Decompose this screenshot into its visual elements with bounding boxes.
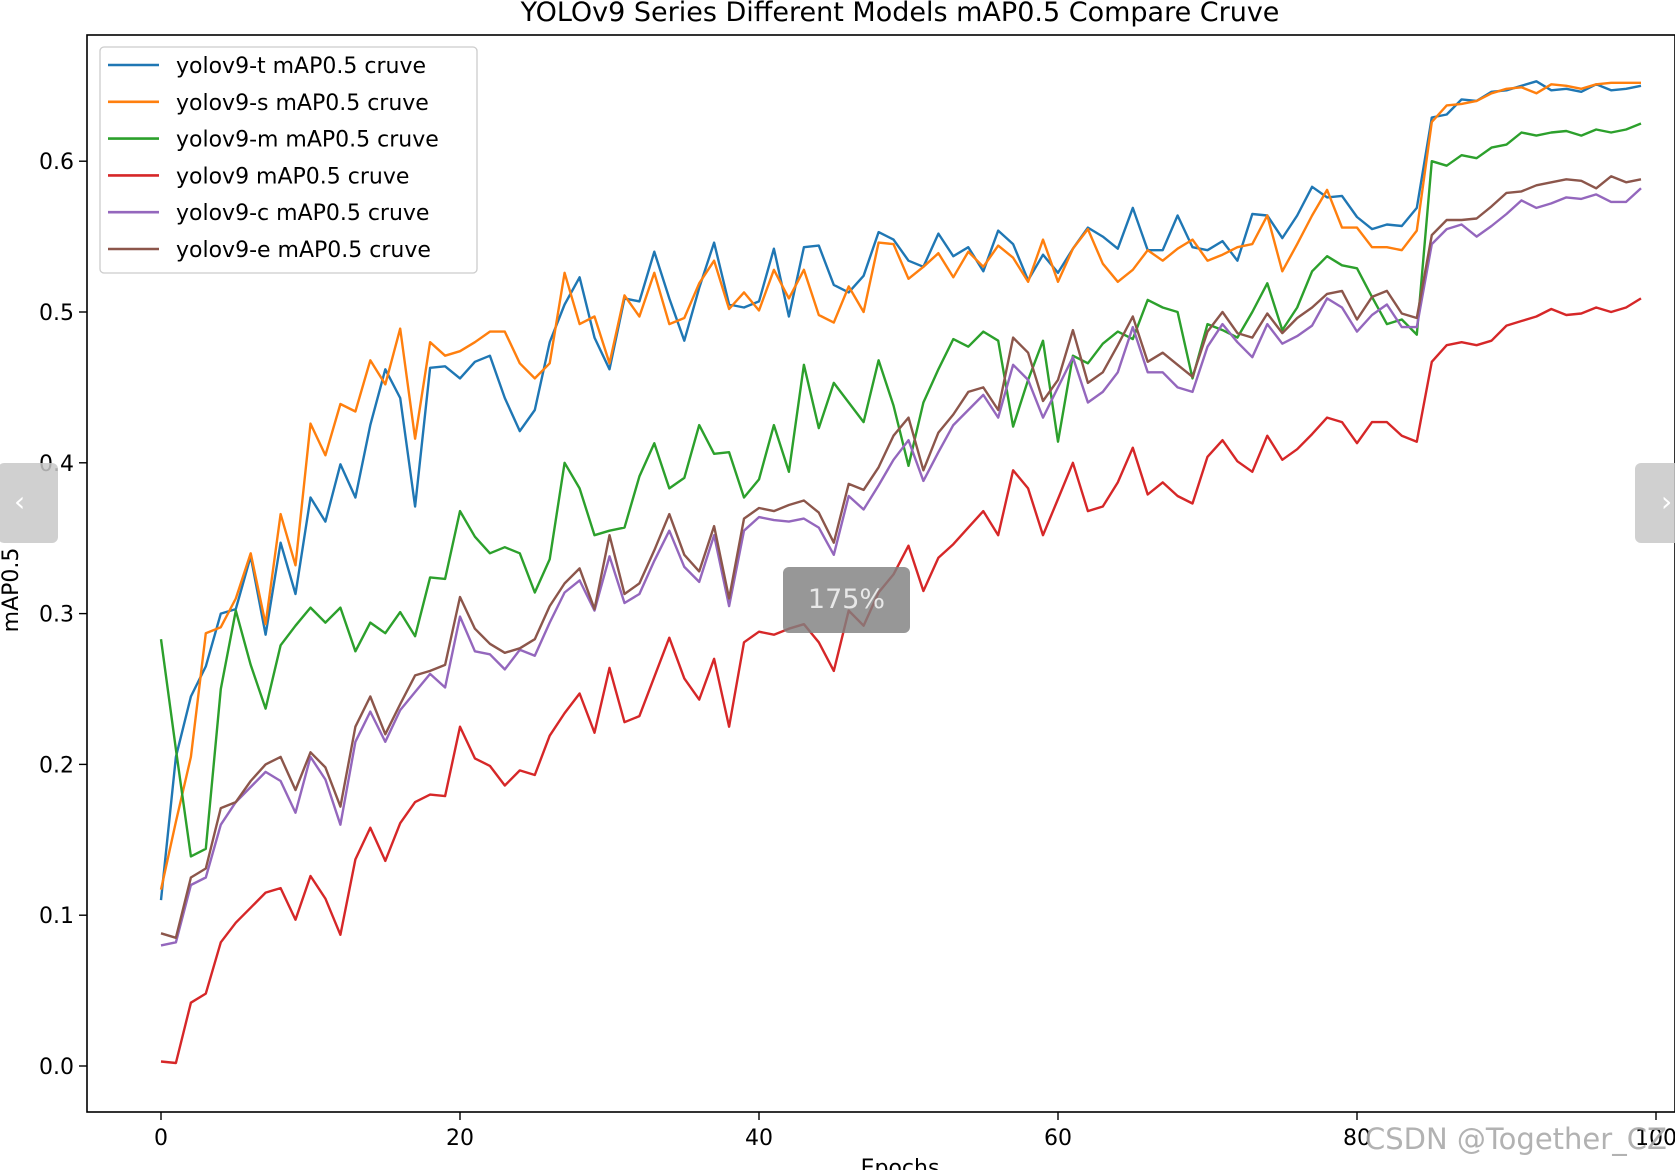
previous-image-button[interactable]: ‹: [0, 463, 58, 543]
next-image-button[interactable]: ›: [1635, 463, 1675, 543]
y-tick-label: 0.2: [39, 753, 74, 778]
y-axis: 0.00.10.20.30.40.50.6: [39, 150, 87, 1080]
x-tick-label: 60: [1044, 1126, 1072, 1151]
legend-label: yolov9-t mAP0.5 cruve: [176, 54, 426, 79]
chevron-right-icon: ›: [1661, 485, 1673, 518]
zoom-level-badge: 175%: [783, 567, 910, 633]
series-line-yolov9: [160, 297, 1642, 1065]
y-axis-label: mAP0.5: [0, 548, 24, 633]
legend-label: yolov9-s mAP0.5 cruve: [176, 91, 429, 116]
series-line-yolov9-m: [159, 122, 1642, 858]
y-tick-label: 0.5: [39, 301, 74, 326]
y-tick-label: 0.3: [39, 603, 74, 628]
legend-label: yolov9-e mAP0.5 cruve: [176, 238, 431, 263]
legend-box: [99, 46, 478, 274]
series-line-yolov9-e: [160, 175, 1642, 939]
x-tick-label: 80: [1343, 1126, 1371, 1151]
legend-label: yolov9 mAP0.5 cruve: [176, 164, 409, 189]
x-tick-label: 40: [745, 1126, 773, 1151]
legend-label: yolov9-c mAP0.5 cruve: [176, 201, 429, 226]
x-axis-label: Epochs: [861, 1156, 940, 1170]
legend-items: yolov9-t mAP0.5 cruve yolov9-s mAP0.5 cru…: [108, 54, 439, 263]
legend: yolov9-t mAP0.5 cruve yolov9-s mAP0.5 cru…: [99, 46, 478, 274]
series-line-yolov9-s: [159, 81, 1641, 890]
chevron-left-icon: ‹: [14, 485, 26, 518]
plot-frame: [86, 34, 1675, 1113]
series-line-yolov9-c: [160, 187, 1642, 947]
x-axis: 0 20 40 60 80 100: [154, 1112, 1675, 1151]
x-tick-label: 100: [1635, 1126, 1675, 1151]
legend-label: yolov9-m mAP0.5 cruve: [176, 128, 439, 153]
chart-title: YOLOv9 Series Different Models mAP0.5 Co…: [520, 0, 1280, 28]
x-tick-label: 20: [446, 1126, 474, 1151]
y-tick-label: 0.0: [39, 1055, 74, 1080]
y-tick-label: 0.1: [39, 904, 74, 929]
y-tick-label: 0.6: [39, 150, 74, 175]
series-line-yolov9-t: [159, 80, 1642, 901]
x-tick-label: 0: [154, 1126, 168, 1151]
series-layer: [159, 80, 1642, 1065]
watermark: CSDN @Together_CZ: [1365, 1122, 1667, 1156]
